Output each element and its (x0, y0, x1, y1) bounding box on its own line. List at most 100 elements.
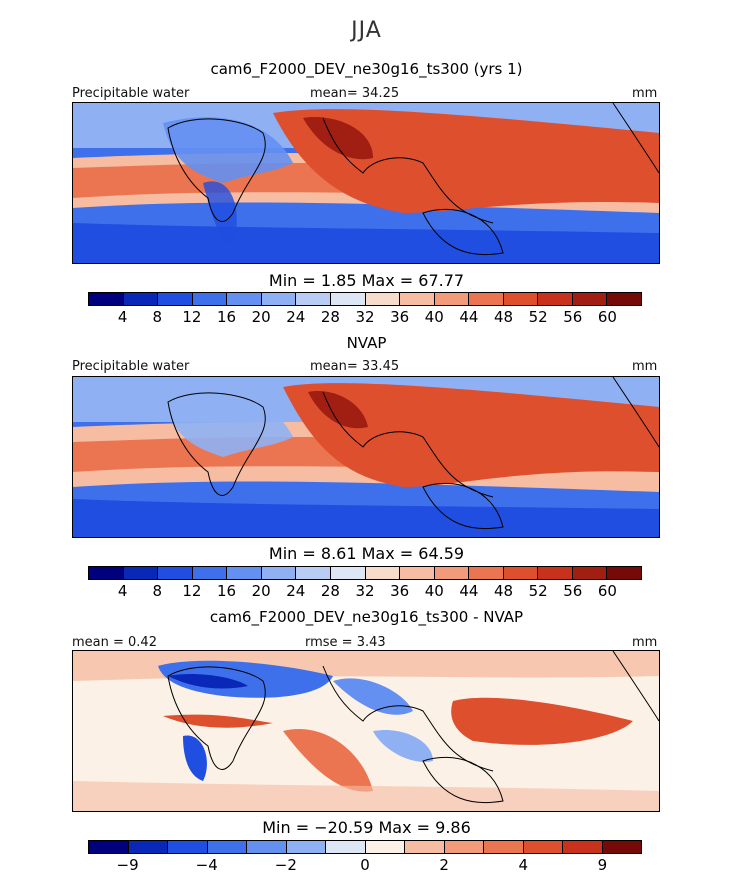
panel-2-map-plot (73, 377, 659, 537)
colorbar-segment (538, 567, 573, 579)
colorbar-segment (503, 293, 539, 305)
colorbar-segment (227, 293, 262, 305)
colorbar-tick-label: 56 (563, 582, 583, 600)
colorbar-segment (607, 567, 641, 579)
map-2-coastline-africa (167, 392, 266, 496)
colorbar-tick-label: 48 (493, 582, 514, 600)
colorbar-segment (89, 841, 129, 853)
colorbar-segment (227, 567, 262, 579)
colorbar-tick-label: 60 (597, 582, 617, 600)
colorbar-segment (158, 567, 193, 579)
map-1-coastline-americas (612, 103, 659, 174)
map-2-coastline-australia (422, 482, 504, 530)
panel-1-map-plot (73, 103, 659, 263)
colorbar-tick-label: 8 (152, 308, 163, 326)
colorbar-tick-label: 28 (320, 308, 340, 326)
colorbar-tick-label: 40 (424, 582, 444, 600)
colorbar-segment (192, 567, 228, 579)
map-1-sahara-dry (163, 117, 293, 183)
panel-3-mean-label: mean = 0.42 (72, 635, 157, 650)
colorbar-tick-label: 16 (216, 582, 237, 600)
map-3-itcz-positive (163, 714, 273, 728)
colorbar-segment (607, 293, 641, 305)
colorbar-tick-label: 12 (182, 308, 202, 326)
panel-2-minmax: Min = 8.61 Max = 64.59 (268, 544, 465, 563)
colorbar-segment (365, 293, 401, 305)
colorbar-tick-label: 4 (518, 856, 529, 874)
colorbar-tick-label: 44 (459, 308, 479, 326)
colorbar-segment (503, 567, 539, 579)
panel-3-minmax: Min = −20.59 Max = 9.86 (262, 818, 471, 837)
panel-2-colorbar-ticks: 4 8 12 16 20 24 28 32 36 40 44 48 52 56 60 (88, 582, 642, 600)
panel-1-units-label: mm (632, 86, 658, 101)
map-2-monsoon-max (308, 391, 368, 429)
colorbar-tick-label: 4 (117, 582, 128, 600)
colorbar-tick-label: 20 (251, 308, 271, 326)
colorbar-tick-label: 60 (597, 308, 617, 326)
panel-2-map (72, 376, 660, 538)
panel-3-rmse-label: rmse = 3.43 (305, 635, 386, 650)
colorbar-tick-label: 9 (597, 856, 608, 874)
colorbar-tick-label: 16 (216, 308, 237, 326)
panel-3-title: cam6_F2000_DEV_ne30g16_ts300 - NVAP (209, 608, 524, 626)
colorbar-segment (365, 841, 405, 853)
colorbar-segment (89, 293, 124, 305)
colorbar-segment (400, 567, 435, 579)
map-3-coastline-americas (612, 651, 659, 722)
colorbar-tick-label: 36 (390, 582, 410, 600)
panel-1-colorbar (88, 292, 642, 306)
colorbar-tick-label: −2 (274, 856, 297, 874)
colorbar-tick-label: 12 (182, 582, 202, 600)
colorbar-segment (469, 293, 504, 305)
colorbar-tick-label: 52 (528, 582, 548, 600)
colorbar-segment (523, 841, 563, 853)
colorbar-tick-label: 24 (286, 308, 306, 326)
map-3-maritime-negative (373, 730, 433, 762)
panel-1-mean-label: mean= 34.25 (310, 86, 400, 101)
colorbar-segment (247, 841, 287, 853)
map-2-coastline-americas (612, 377, 659, 448)
map-3-south-africa-negative (183, 735, 207, 781)
colorbar-segment (261, 567, 297, 579)
colorbar-tick-label: 36 (390, 308, 410, 326)
map-2-warm-pool (283, 383, 659, 487)
colorbar-tick-label: 24 (286, 582, 306, 600)
colorbar-segment (563, 841, 603, 853)
panel-3-map (72, 650, 660, 812)
colorbar-segment (296, 293, 331, 305)
colorbar-segment (207, 841, 247, 853)
colorbar-segment (572, 293, 608, 305)
colorbar-segment (602, 841, 641, 853)
panel-3-colorbar (88, 840, 642, 854)
panel-2-mean-label: mean= 33.45 (310, 359, 400, 374)
map-1-coastline-africa (167, 118, 266, 222)
colorbar-tick-label: −4 (195, 856, 218, 874)
colorbar-tick-label: 48 (493, 308, 514, 326)
panel-1-title: cam6_F2000_DEV_ne30g16_ts300 (yrs 1) (210, 60, 523, 78)
panel-2-units-label: mm (632, 359, 658, 374)
colorbar-segment (434, 293, 470, 305)
panel-3-map-plot (73, 651, 659, 811)
map-1-africa-south-dry (203, 181, 237, 244)
map-2-sahara-dry (163, 391, 293, 457)
season-title: JJA (351, 18, 382, 43)
map-1-south-band (73, 223, 659, 263)
colorbar-segment (434, 567, 470, 579)
panel-3-units-label: mm (632, 635, 658, 650)
map-3-coastline-asia (322, 665, 494, 772)
map-2-south-band (73, 499, 659, 537)
colorbar-segment (123, 293, 159, 305)
colorbar-segment (405, 841, 445, 853)
panel-1-variable-label: Precipitable water (72, 86, 190, 101)
colorbar-segment (469, 567, 504, 579)
colorbar-segment (572, 567, 608, 579)
panel-2-variable-label: Precipitable water (72, 359, 190, 374)
colorbar-segment (400, 293, 435, 305)
colorbar-segment (128, 841, 168, 853)
colorbar-segment (538, 293, 573, 305)
panel-1-minmax: Min = 1.85 Max = 67.77 (268, 271, 465, 290)
colorbar-tick-label: −9 (116, 856, 139, 874)
panel-2-title: NVAP (346, 334, 387, 352)
colorbar-tick-label: 56 (563, 308, 583, 326)
colorbar-segment (123, 567, 159, 579)
